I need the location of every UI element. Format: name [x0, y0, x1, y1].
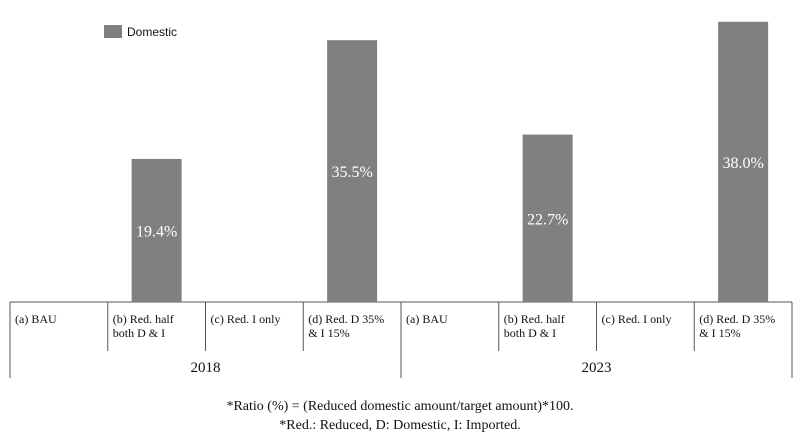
- category-label: (b) Red. half: [504, 312, 565, 326]
- category-label: (a) BAU: [15, 312, 57, 326]
- bar-2023-b: [522, 134, 573, 302]
- category-label: & I 15%: [308, 326, 349, 340]
- category-label: (b) Red. half: [113, 312, 174, 326]
- footnote-ratio: *Ratio (%) = (Reduced domestic amount/ta…: [226, 399, 574, 414]
- data-label: 38.0%: [722, 155, 763, 172]
- bar-2018-d: [327, 40, 378, 302]
- group-label-2018: 2018: [191, 360, 221, 376]
- category-label: & I 15%: [699, 326, 740, 340]
- data-label: 22.7%: [527, 211, 568, 228]
- group-label-2023: 2023: [582, 360, 612, 376]
- category-label: (c) Red. I only: [211, 312, 281, 326]
- data-label: 35.5%: [331, 164, 372, 181]
- category-label: both D & I: [113, 326, 165, 340]
- legend-label: Domestic: [127, 25, 177, 39]
- legend-swatch: [104, 25, 122, 38]
- bar-2023-d: [718, 21, 769, 302]
- category-label: (a) BAU: [406, 312, 448, 326]
- category-label: (d) Red. D 35%: [308, 312, 384, 326]
- bar-2018-b: [131, 158, 182, 302]
- data-label: 19.4%: [136, 223, 177, 240]
- footnote-abbreviations: *Red.: Reduced, D: Domestic, I: Imported…: [279, 418, 521, 433]
- category-label: (d) Red. D 35%: [699, 312, 775, 326]
- category-label: both D & I: [504, 326, 556, 340]
- category-label: (c) Red. I only: [602, 312, 672, 326]
